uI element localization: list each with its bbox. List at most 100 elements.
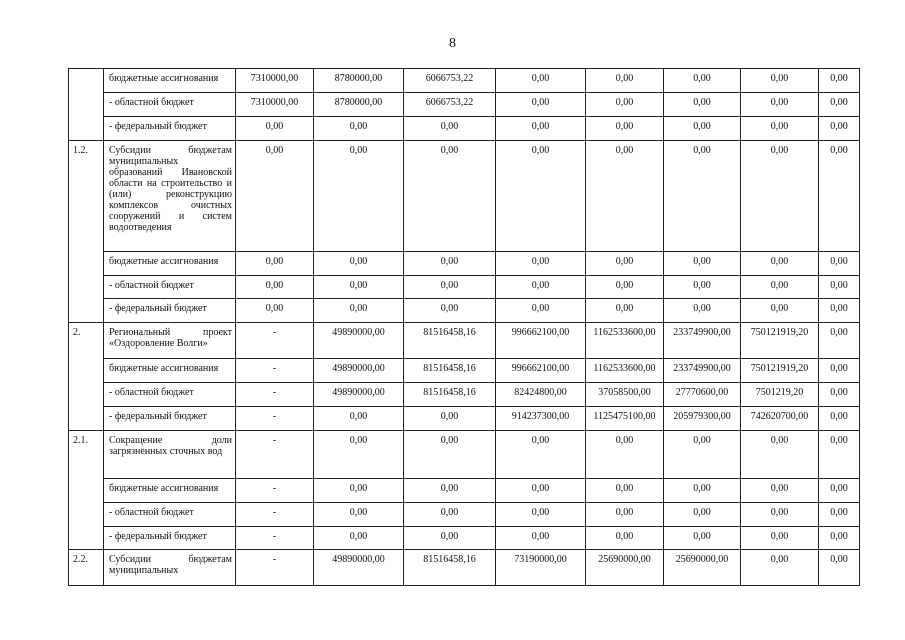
value-cell: 0,00 (403, 526, 496, 550)
value-cell: 0,00 (585, 275, 664, 299)
value-cell: 81516458,16 (403, 358, 496, 383)
table-row: - областной бюджет 7310000,00 8780000,00 60… (69, 92, 860, 117)
value-cell: 0,00 (313, 502, 404, 527)
value-cell: 0,00 (740, 478, 819, 503)
value-cell: - (235, 406, 314, 431)
value-cell: 0,00 (403, 406, 496, 431)
value-cell: 0,00 (663, 92, 741, 117)
value-cell: 7310000,00 (235, 68, 314, 93)
table-row: бюджетные ассигнования 7310000,00 8780000,… (68, 68, 860, 141)
value-cell: - (235, 502, 314, 527)
value-cell: 750121919,20 (740, 358, 819, 383)
value-cell: 0,00 (740, 140, 819, 252)
row-name: Сокращение доли загрязненных сточных вод (103, 430, 236, 479)
row-number: 2. (68, 322, 104, 431)
value-cell: 81516458,16 (403, 322, 496, 359)
value-cell: 0,00 (663, 478, 741, 503)
value-cell: 8780000,00 (313, 92, 404, 117)
value-cell: 742620700,00 (740, 406, 819, 431)
value-cell: 0,00 (740, 298, 819, 323)
value-cell: 0,00 (740, 92, 819, 117)
table-row: 2. Региональный проект «Оздоровление Волг… (68, 322, 860, 431)
table-row: бюджетные ассигнования 0,00 0,00 0,00 0,00 0,… (69, 251, 860, 276)
value-cell: 0,00 (740, 502, 819, 527)
table-row: - федеральный бюджет 0,00 0,00 0,00 0,00 0,00… (69, 116, 860, 141)
value-cell: 0,00 (818, 116, 860, 141)
value-cell: 0,00 (818, 382, 860, 407)
value-cell: 0,00 (235, 298, 314, 323)
value-cell: 0,00 (403, 478, 496, 503)
value-cell: 0,00 (495, 478, 586, 503)
value-cell: 0,00 (313, 116, 404, 141)
value-cell: 0,00 (585, 502, 664, 527)
value-cell: 25690000,00 (663, 549, 741, 586)
value-cell: 0,00 (495, 116, 586, 141)
table-row: бюджетные ассигнования -0,00 0,00 0,00 0,00 0… (69, 478, 860, 503)
value-cell: 996662100,00 (495, 358, 586, 383)
value-cell: 8780000,00 (313, 68, 404, 93)
value-cell: 81516458,16 (403, 549, 496, 586)
value-cell: 0,00 (235, 275, 314, 299)
value-cell: 0,00 (403, 116, 496, 141)
value-cell: 0,00 (585, 430, 664, 479)
value-cell: 0,00 (663, 298, 741, 323)
value-cell: 0,00 (585, 68, 664, 93)
value-cell: 0,00 (818, 140, 860, 252)
value-cell: 0,00 (585, 116, 664, 141)
value-cell: 37058500,00 (585, 382, 664, 407)
value-cell: 0,00 (818, 298, 860, 323)
budget-table: бюджетные ассигнования 7310000,00 8780000,… (68, 68, 860, 586)
value-cell: - (235, 478, 314, 503)
value-cell: 0,00 (495, 68, 586, 93)
value-cell: 0,00 (818, 322, 860, 359)
table-row: 2.2. Субсидии бюджетам муниципальных -4989… (68, 549, 860, 586)
value-cell: 205979300,00 (663, 406, 741, 431)
row-name: - федеральный бюджет (103, 298, 236, 323)
row-number: 2.2. (68, 549, 104, 586)
value-cell: 0,00 (818, 406, 860, 431)
value-cell: 0,00 (235, 116, 314, 141)
value-cell: 27770600,00 (663, 382, 741, 407)
row-number: 2.1. (68, 430, 104, 550)
value-cell: 0,00 (585, 526, 664, 550)
value-cell: 0,00 (495, 526, 586, 550)
value-cell: 0,00 (585, 298, 664, 323)
value-cell: 0,00 (663, 526, 741, 550)
value-cell: 0,00 (818, 526, 860, 550)
value-cell: 0,00 (585, 251, 664, 276)
value-cell: 49890000,00 (313, 382, 404, 407)
value-cell: 0,00 (663, 275, 741, 299)
value-cell: 0,00 (818, 251, 860, 276)
value-cell: - (235, 322, 314, 359)
value-cell: 0,00 (818, 478, 860, 503)
value-cell: 0,00 (403, 140, 496, 252)
value-cell: 0,00 (403, 298, 496, 323)
value-cell: 0,00 (663, 251, 741, 276)
value-cell: 6066753,22 (403, 92, 496, 117)
value-cell: 0,00 (585, 478, 664, 503)
value-cell: 0,00 (663, 116, 741, 141)
value-cell: - (235, 549, 314, 586)
value-cell: - (235, 430, 314, 479)
value-cell: 6066753,22 (403, 68, 496, 93)
value-cell: 0,00 (495, 140, 586, 252)
value-cell: 0,00 (663, 68, 741, 93)
table-row: - федеральный бюджет -0,00 0,00 914237300,0… (69, 406, 860, 431)
value-cell: 0,00 (818, 358, 860, 383)
value-cell: 0,00 (818, 502, 860, 527)
row-name: бюджетные ассигнования (103, 358, 236, 383)
value-cell: 1162533600,00 (585, 322, 664, 359)
value-cell: 0,00 (740, 251, 819, 276)
value-cell: 0,00 (313, 140, 404, 252)
value-cell: 7310000,00 (235, 92, 314, 117)
value-cell: 0,00 (663, 502, 741, 527)
value-cell: 0,00 (740, 430, 819, 479)
value-cell: - (235, 382, 314, 407)
value-cell: 0,00 (403, 251, 496, 276)
value-cell: 0,00 (740, 549, 819, 586)
value-cell: 49890000,00 (313, 358, 404, 383)
table-row: - областной бюджет -0,00 0,00 0,00 0,00 0,00 0… (69, 502, 860, 527)
value-cell: 0,00 (585, 140, 664, 252)
value-cell: 0,00 (818, 92, 860, 117)
value-cell: 0,00 (313, 406, 404, 431)
